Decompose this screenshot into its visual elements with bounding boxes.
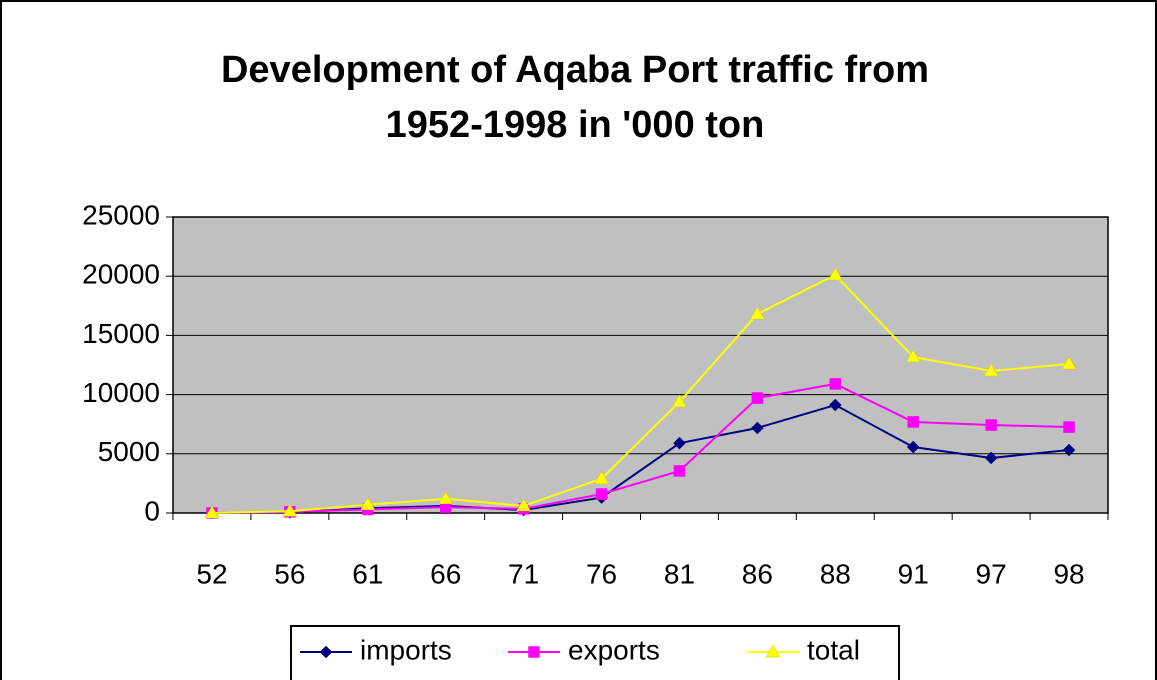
marker — [1063, 421, 1075, 433]
series-line — [211, 273, 1070, 514]
marker — [751, 392, 764, 404]
x-tick-label: 76 — [586, 558, 617, 589]
x-tick-label: 66 — [430, 558, 461, 589]
marker — [528, 646, 540, 658]
x-tick-label: 81 — [664, 558, 695, 589]
marker — [751, 421, 764, 435]
marker — [985, 419, 997, 431]
y-tick-label: 0 — [144, 495, 160, 526]
x-tick-label: 97 — [976, 558, 1007, 589]
chart-title: Development of Aqaba Port traffic from — [221, 49, 929, 91]
y-tick-label: 20000 — [82, 259, 160, 290]
marker — [827, 267, 843, 281]
marker — [360, 497, 376, 510]
marker — [1062, 443, 1076, 457]
y-tick-label: 15000 — [82, 318, 160, 349]
marker — [749, 306, 765, 320]
marker — [438, 491, 454, 505]
legend-label: exports — [568, 634, 660, 665]
marker — [1061, 356, 1077, 370]
marker — [672, 394, 687, 408]
marker — [595, 488, 608, 500]
x-tick-label: 61 — [352, 558, 383, 589]
marker — [516, 498, 532, 512]
y-tick-label: 25000 — [82, 199, 160, 230]
plot-area — [172, 216, 1109, 514]
chart-title: 1952-1998 in '000 ton — [386, 104, 765, 146]
marker — [828, 398, 842, 412]
y-tick-label: 5000 — [98, 436, 160, 467]
marker — [907, 416, 919, 428]
series-line — [211, 382, 1070, 514]
marker — [673, 465, 686, 477]
x-tick-label: 91 — [898, 558, 929, 589]
marker — [204, 505, 220, 519]
marker — [906, 440, 920, 454]
x-tick-label: 52 — [196, 558, 227, 589]
marker — [319, 645, 333, 659]
y-tick-label: 10000 — [82, 377, 160, 408]
marker — [673, 436, 686, 450]
x-tick-label: 98 — [1053, 558, 1084, 589]
x-tick-label: 86 — [742, 558, 773, 589]
marker — [765, 644, 781, 658]
marker — [829, 378, 842, 390]
marker — [905, 349, 921, 363]
x-tick-label: 88 — [820, 558, 851, 589]
legend-label: imports — [360, 634, 452, 665]
marker — [594, 471, 609, 484]
x-tick-label: 71 — [508, 558, 539, 589]
x-tick-label: 56 — [274, 558, 305, 589]
marker — [984, 451, 998, 465]
marker — [983, 363, 999, 377]
marker — [282, 503, 298, 517]
legend-label: total — [807, 634, 860, 665]
